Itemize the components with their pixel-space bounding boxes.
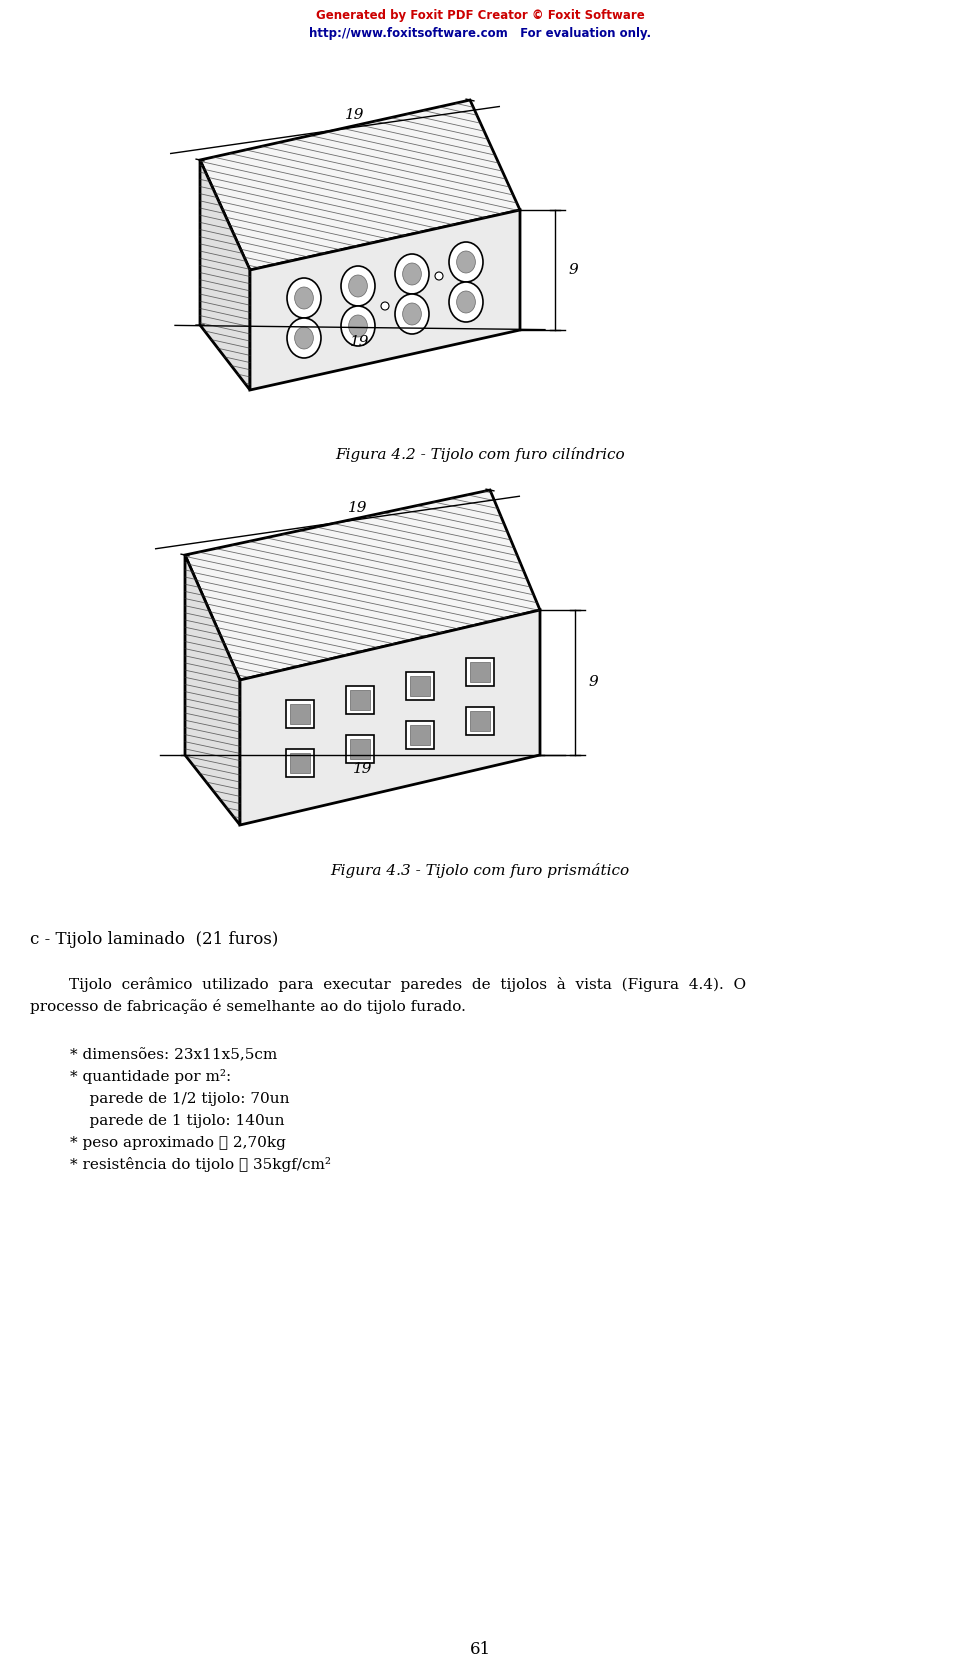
Ellipse shape <box>449 242 483 282</box>
Polygon shape <box>406 720 434 749</box>
Ellipse shape <box>449 282 483 323</box>
Ellipse shape <box>457 251 475 272</box>
Polygon shape <box>470 662 490 682</box>
Text: * dimensões: 23x11x5,5cm: * dimensões: 23x11x5,5cm <box>70 1048 277 1063</box>
Text: Figura 4.3 - Tijolo com furo prismático: Figura 4.3 - Tijolo com furo prismático <box>330 862 630 877</box>
Polygon shape <box>250 211 520 389</box>
Text: 9: 9 <box>588 675 598 690</box>
Ellipse shape <box>381 302 389 311</box>
Text: Generated by Foxit PDF Creator © Foxit Software: Generated by Foxit PDF Creator © Foxit S… <box>316 8 644 22</box>
Text: c - Tijolo laminado  (21 furos): c - Tijolo laminado (21 furos) <box>30 931 278 949</box>
Polygon shape <box>240 610 540 825</box>
Ellipse shape <box>457 291 475 312</box>
Polygon shape <box>286 749 314 777</box>
Text: 19: 19 <box>352 762 372 775</box>
Text: 9: 9 <box>568 262 578 277</box>
Ellipse shape <box>287 317 321 358</box>
Ellipse shape <box>395 294 429 334</box>
Ellipse shape <box>348 316 368 338</box>
Ellipse shape <box>435 272 443 281</box>
Text: processo de fabricação é semelhante ao do tijolo furado.: processo de fabricação é semelhante ao d… <box>30 999 466 1014</box>
Polygon shape <box>286 700 314 729</box>
Text: Figura 4.2 - Tijolo com furo cilíndrico: Figura 4.2 - Tijolo com furo cilíndrico <box>335 448 625 463</box>
Ellipse shape <box>287 277 321 317</box>
Polygon shape <box>185 555 240 825</box>
Ellipse shape <box>295 287 313 309</box>
Text: Tijolo  cerâmico  utilizado  para  executar  paredes  de  tijolos  à  vista  (Fi: Tijolo cerâmico utilizado para executar … <box>30 978 746 993</box>
Polygon shape <box>466 707 494 735</box>
Ellipse shape <box>295 328 313 349</box>
Text: parede de 1/2 tijolo: 70un: parede de 1/2 tijolo: 70un <box>70 1093 290 1106</box>
Ellipse shape <box>395 254 429 294</box>
Polygon shape <box>200 100 520 271</box>
Polygon shape <box>466 658 494 687</box>
Text: http://www.foxitsoftware.com   For evaluation only.: http://www.foxitsoftware.com For evaluat… <box>309 27 651 40</box>
Ellipse shape <box>341 306 375 346</box>
Text: * quantidade por m²:: * quantidade por m²: <box>70 1069 231 1084</box>
Polygon shape <box>410 725 430 745</box>
Polygon shape <box>290 752 310 772</box>
Text: 19: 19 <box>350 334 370 349</box>
Polygon shape <box>470 710 490 730</box>
Text: * resistência do tijolo ≅ 35kgf/cm²: * resistência do tijolo ≅ 35kgf/cm² <box>70 1158 331 1173</box>
Ellipse shape <box>341 266 375 306</box>
Polygon shape <box>410 677 430 697</box>
Polygon shape <box>185 490 540 680</box>
Polygon shape <box>406 672 434 700</box>
Text: 19: 19 <box>348 501 368 515</box>
Polygon shape <box>290 705 310 724</box>
Polygon shape <box>350 739 370 759</box>
Ellipse shape <box>402 262 421 286</box>
Polygon shape <box>346 687 374 714</box>
Polygon shape <box>200 160 250 389</box>
Text: * peso aproximado ≅ 2,70kg: * peso aproximado ≅ 2,70kg <box>70 1136 286 1150</box>
Polygon shape <box>350 690 370 710</box>
Text: 61: 61 <box>469 1641 491 1659</box>
Ellipse shape <box>402 302 421 324</box>
Text: 19: 19 <box>346 109 365 122</box>
Polygon shape <box>346 735 374 762</box>
Ellipse shape <box>348 276 368 297</box>
Text: parede de 1 tijolo: 140un: parede de 1 tijolo: 140un <box>70 1115 284 1128</box>
